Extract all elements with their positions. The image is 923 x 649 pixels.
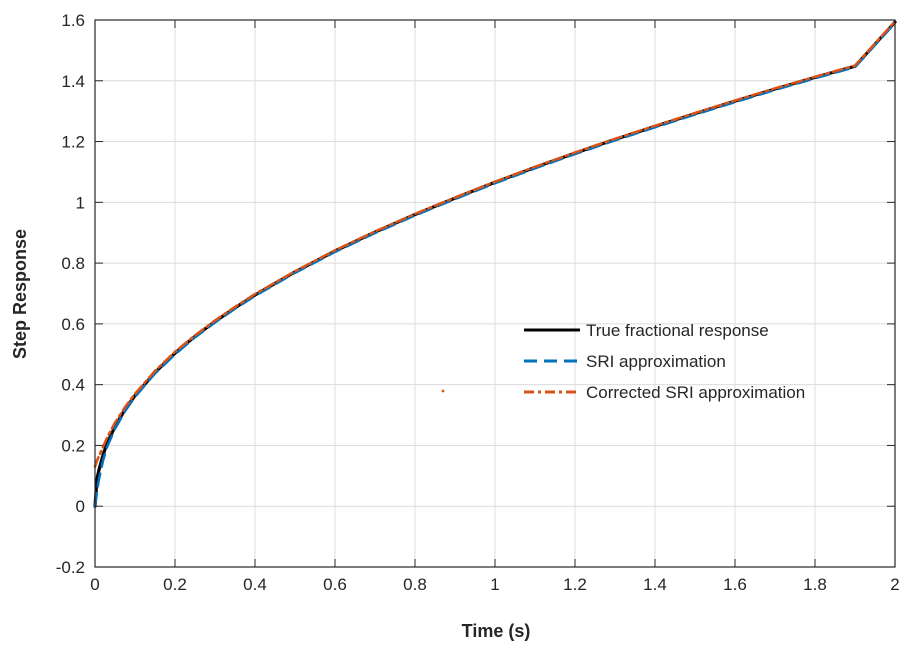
x-tick-label: 0.4: [243, 575, 267, 594]
series-lines: [93, 20, 897, 508]
legend-label-corrected-sri: Corrected SRI approximation: [586, 383, 805, 402]
legend-label-sri: SRI approximation: [586, 352, 726, 371]
y-tick-label: 0.8: [61, 254, 85, 273]
axis-ticks: [94, 19, 896, 568]
y-tick-labels: -0.2 0 0.2 0.4 0.6 0.8 1 1.2 1.4 1.6: [56, 11, 85, 577]
x-tick-label: 0.2: [163, 575, 187, 594]
x-tick-label: 0.6: [323, 575, 347, 594]
stray-marker-dot: [441, 389, 445, 393]
series-line-corrected-sri: [93, 20, 897, 469]
x-tick-label: 0.8: [403, 575, 427, 594]
x-tick-label: 2: [890, 575, 899, 594]
x-tick-label: 1.6: [723, 575, 747, 594]
y-tick-label: 1.4: [61, 72, 85, 91]
x-axis-label: Time (s): [462, 621, 531, 641]
x-tick-label: 0: [90, 575, 99, 594]
legend-label-true-response: True fractional response: [586, 321, 769, 340]
y-axis-label: Step Response: [10, 229, 30, 359]
y-tick-label: 0.4: [61, 376, 85, 395]
x-tick-label: 1.8: [803, 575, 827, 594]
y-tick-label: -0.2: [56, 558, 85, 577]
legend: True fractional response SRI approximati…: [524, 321, 805, 402]
series-line-sri: [93, 21, 897, 508]
x-tick-label: 1.2: [563, 575, 587, 594]
x-tick-label: 1: [490, 575, 499, 594]
x-tick-labels: 0 0.2 0.4 0.6 0.8 1 1.2 1.4 1.6 1.8 2: [90, 575, 899, 594]
y-tick-label: 1.6: [61, 11, 85, 30]
y-tick-label: 0.6: [61, 315, 85, 334]
y-tick-label: 0.2: [61, 436, 85, 455]
y-tick-label: 1.2: [61, 133, 85, 152]
y-tick-label: 0: [76, 497, 85, 516]
x-tick-label: 1.4: [643, 575, 667, 594]
y-tick-label: 1: [76, 193, 85, 212]
